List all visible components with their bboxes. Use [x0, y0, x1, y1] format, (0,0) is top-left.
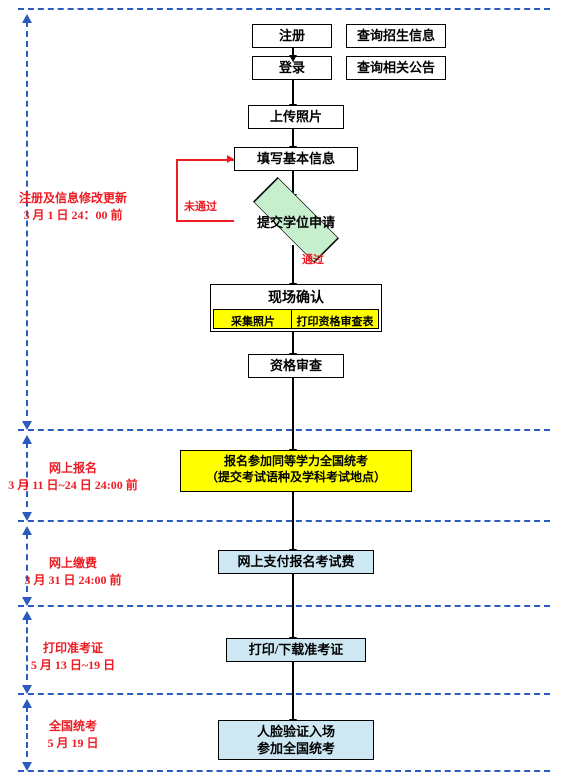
qual-review-box: 资格审查 [248, 354, 344, 378]
fail-h2 [176, 159, 234, 161]
phase-arrow-top-3 [22, 611, 32, 620]
conn-login-upload-line [292, 80, 294, 105]
phase-arrow-bot-1 [22, 512, 32, 521]
fail-h1 [176, 220, 234, 222]
conn-pay-print-line [292, 574, 294, 638]
conn-submit-onsite-line [292, 245, 294, 284]
conn-qual-signup-line [292, 378, 294, 450]
pay-box: 网上支付报名考试费 [218, 550, 374, 574]
register-box-label: 注册 [279, 28, 305, 43]
query-notice-box-label: 查询相关公告 [357, 60, 435, 75]
section-divider-3 [18, 605, 550, 607]
submit-degree-label: 提交学位申请 [232, 212, 360, 231]
login-box-label: 登录 [279, 60, 305, 75]
onsite-title: 现场确认 [211, 287, 381, 307]
phase-label-0: 注册及信息修改更新3 月 1 日 24：00 前 [8, 190, 138, 224]
fill-info-box-label: 填写基本信息 [257, 151, 335, 166]
conn-print-final-line [292, 662, 294, 720]
print-ticket-box-label: 打印/下载准考证 [249, 642, 344, 657]
phase-label-3: 打印准考证5 月 13 日~19 日 [8, 640, 138, 674]
phase-arrow-top-0 [22, 14, 32, 23]
exam-signup-l1: 报名参加同等学力全国统考 [185, 454, 407, 470]
onsite-group: 现场确认采集照片打印资格审查表 [210, 284, 382, 332]
query-enroll-box: 查询招生信息 [346, 24, 446, 48]
upload-photo-box-label: 上传照片 [270, 109, 322, 124]
onsite-sub-print: 打印资格审查表 [291, 309, 379, 329]
exam-final-l2: 参加全国统考 [223, 741, 369, 758]
phase-label-4: 全国统考5 月 19 日 [8, 718, 138, 752]
fail-v [176, 159, 178, 220]
query-enroll-box-label: 查询招生信息 [357, 28, 435, 43]
register-box: 注册 [252, 24, 332, 48]
exam-signup-box: 报名参加同等学力全国统考（提交考试语种及学科考试地点） [180, 450, 412, 492]
section-divider-5 [18, 770, 550, 772]
section-divider-1 [18, 429, 550, 431]
section-divider-4 [18, 693, 550, 695]
exam-final-l1: 人脸验证入场 [223, 724, 369, 741]
exam-signup-l2: （提交考试语种及学科考试地点） [185, 470, 407, 486]
section-divider-2 [18, 520, 550, 522]
qual-review-box-label: 资格审查 [270, 358, 322, 373]
conn-upload-fill-line [292, 129, 294, 147]
phase-arrow-top-4 [22, 699, 32, 708]
query-notice-box: 查询相关公告 [346, 56, 446, 80]
phase-label-1: 网上报名3 月 11 日~24 日 24:00 前 [8, 460, 138, 494]
conn-reg-login-arrow [289, 55, 297, 62]
phase-arrow-top-2 [22, 526, 32, 535]
print-ticket-box: 打印/下载准考证 [226, 638, 366, 662]
phase-arrow-bot-0 [22, 421, 32, 430]
section-divider-0 [18, 8, 550, 10]
fail-arrow [227, 155, 234, 163]
phase-arrow-bot-3 [22, 685, 32, 694]
fail-label: 未通过 [184, 198, 217, 214]
onsite-sub-photo: 采集照片 [213, 309, 293, 329]
submit-degree-diamond: 提交学位申请 [232, 195, 360, 245]
conn-onsite-qual-line [292, 332, 294, 354]
pay-box-label: 网上支付报名考试费 [237, 554, 354, 569]
phase-arrow-top-1 [22, 435, 32, 444]
exam-final-box: 人脸验证入场参加全国统考 [218, 720, 374, 760]
upload-photo-box: 上传照片 [248, 105, 344, 129]
fill-info-box: 填写基本信息 [234, 147, 358, 171]
pass-label: 通过 [302, 251, 324, 267]
phase-arrow-bot-4 [22, 762, 32, 771]
phase-arrow-bot-2 [22, 597, 32, 606]
conn-signup-pay-line [292, 492, 294, 550]
phase-label-2: 网上缴费3 月 31 日 24:00 前 [8, 555, 138, 589]
